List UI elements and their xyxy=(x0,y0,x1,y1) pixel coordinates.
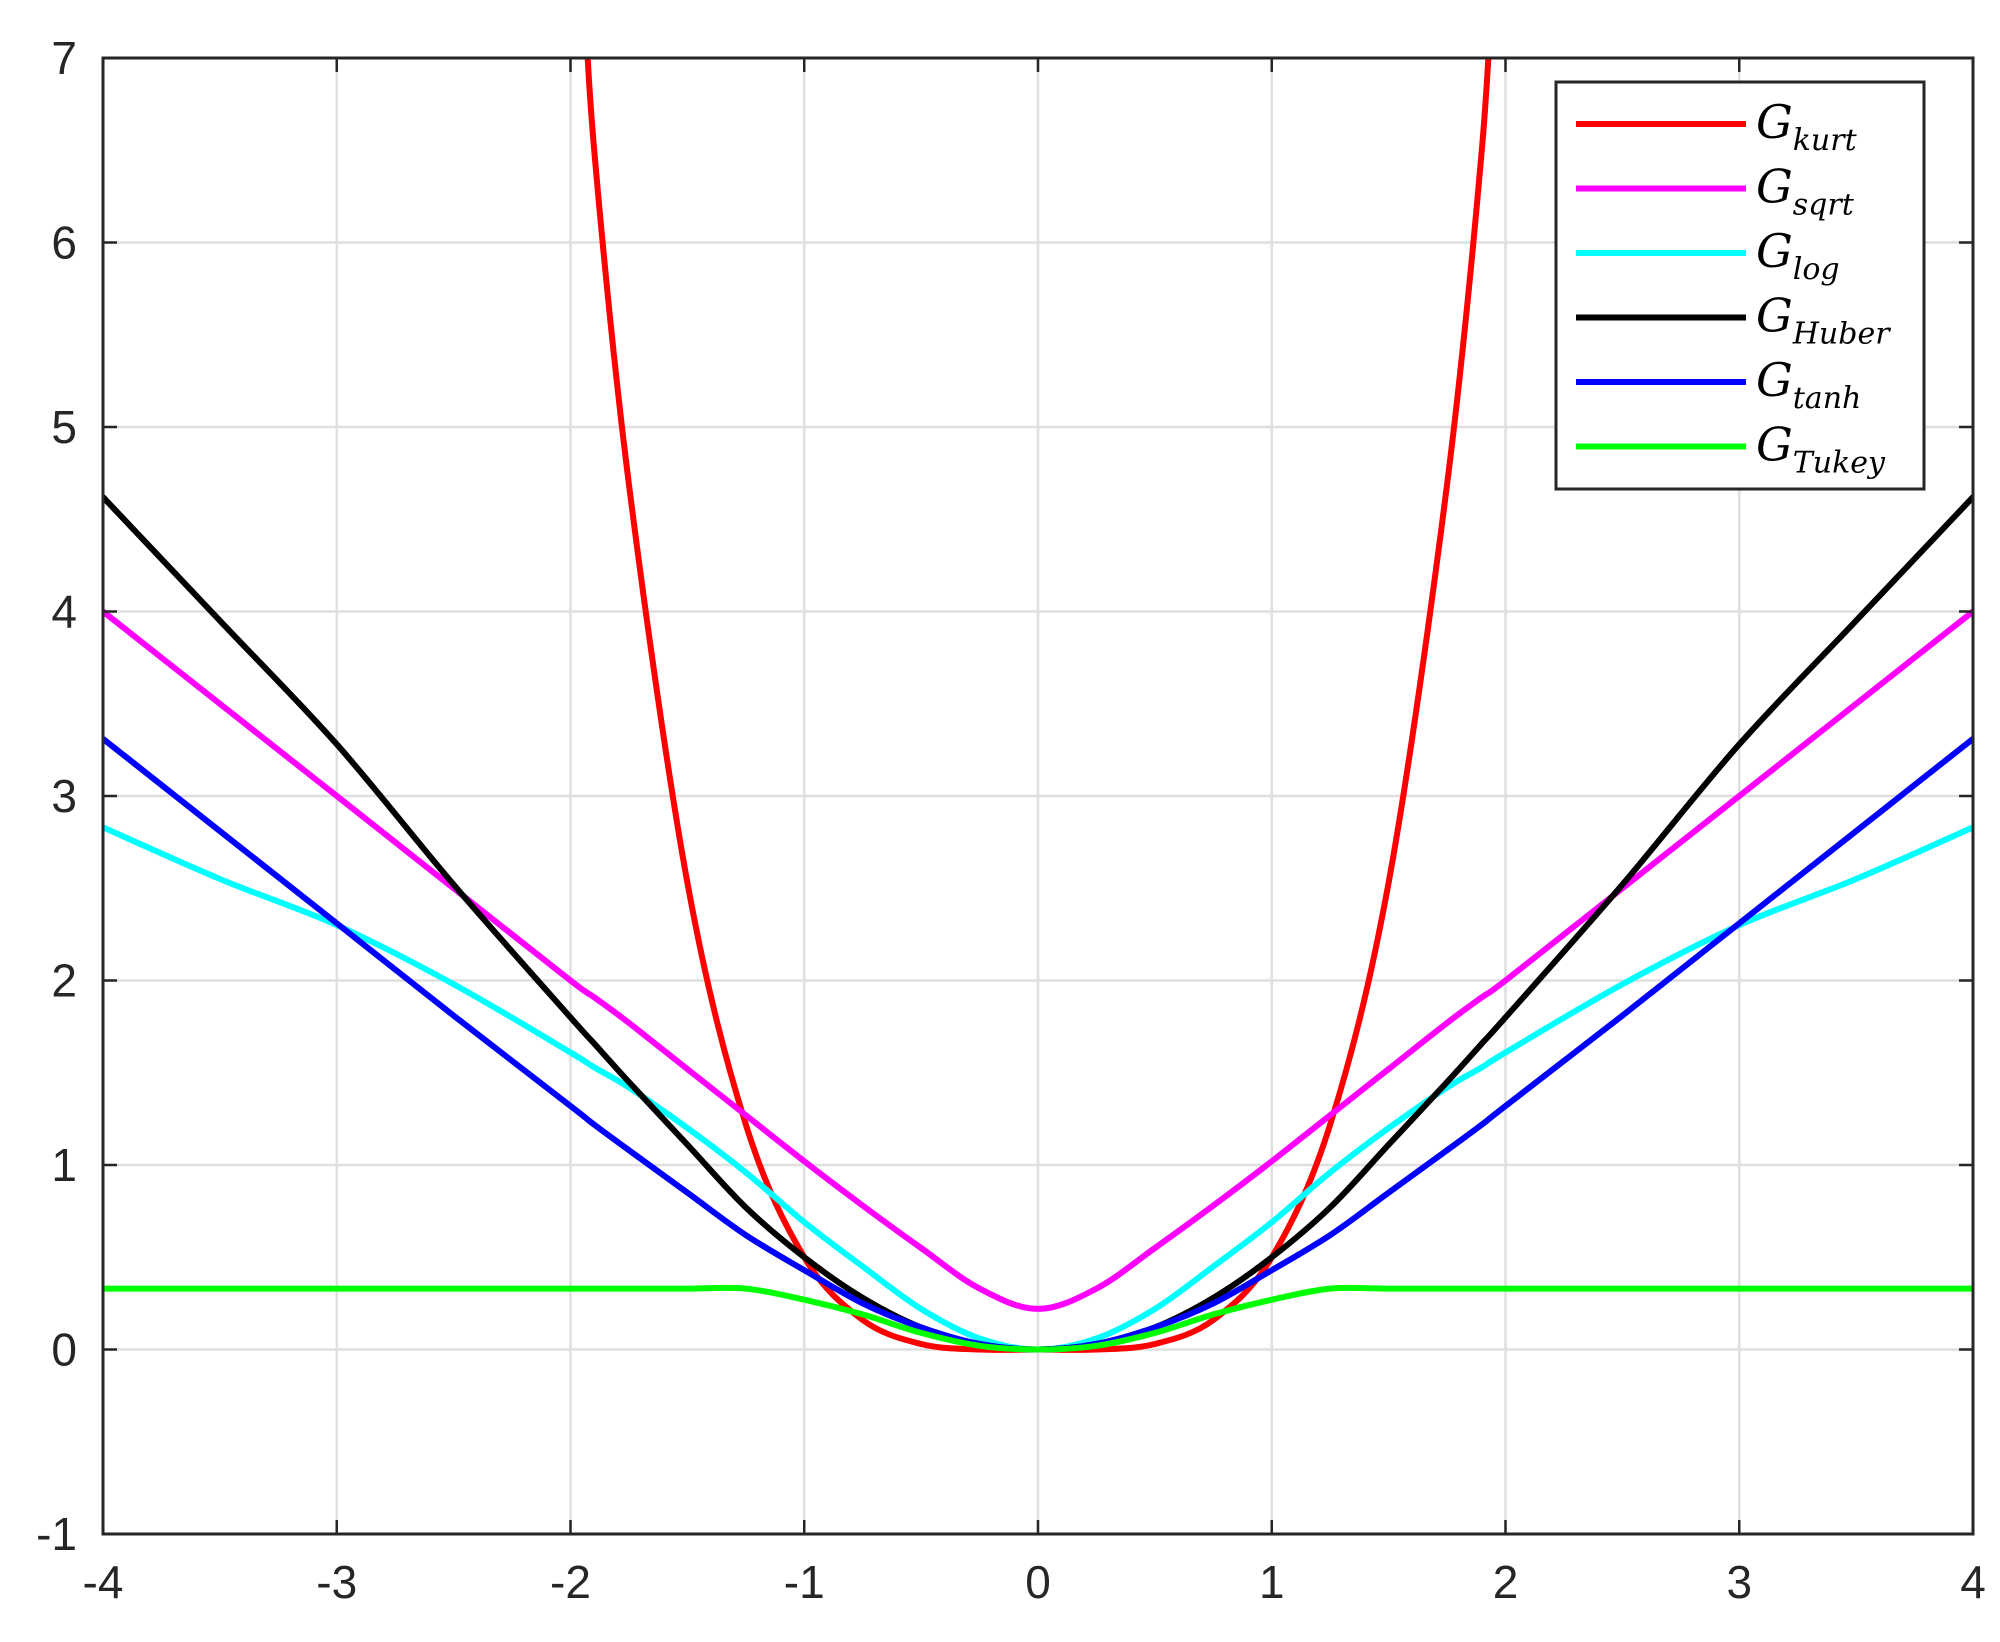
x-tick-label: -3 xyxy=(316,1556,357,1608)
y-tick-label: -1 xyxy=(36,1508,77,1560)
y-tick-label: 5 xyxy=(51,401,77,453)
legend-entry-tanh: Gtanh xyxy=(1756,353,1861,416)
axis-ticks: -4 -3 -2 -1 0 1 2 3 4 -1 0 1 2 3 4 5 6 7 xyxy=(36,32,1986,1608)
y-tick-label: 0 xyxy=(51,1324,77,1376)
x-tick-label: 0 xyxy=(1025,1556,1051,1608)
legend-entry-huber: GHuber xyxy=(1756,289,1891,352)
y-tick-label: 2 xyxy=(51,955,77,1007)
y-tick-label: 3 xyxy=(51,770,77,822)
series-lines xyxy=(103,58,1973,1353)
x-tick-label: -1 xyxy=(784,1556,825,1608)
y-tick-label: 7 xyxy=(51,32,77,84)
legend-entry-log: Glog xyxy=(1756,224,1840,287)
legend-box xyxy=(1554,80,1926,491)
y-tick-label: 4 xyxy=(51,586,77,638)
legend-entry-kurt: Gkurt xyxy=(1756,95,1858,158)
x-tick-label: 1 xyxy=(1259,1556,1285,1608)
y-tick-label: 1 xyxy=(51,1139,77,1191)
legend-entry-tukey: GTukey xyxy=(1756,418,1886,481)
x-tick-label: 4 xyxy=(1960,1556,1986,1608)
series-line-sqrt xyxy=(103,608,1973,1312)
x-tick-label: -4 xyxy=(83,1556,124,1608)
x-tick-label: -2 xyxy=(550,1556,591,1608)
y-tick-label: 6 xyxy=(51,217,77,269)
series-line-tukey xyxy=(103,1284,1973,1353)
x-tick-label: 3 xyxy=(1726,1556,1752,1608)
x-tick-label: 2 xyxy=(1493,1556,1519,1608)
legend-entry-sqrt: Gsqrt xyxy=(1756,160,1855,223)
